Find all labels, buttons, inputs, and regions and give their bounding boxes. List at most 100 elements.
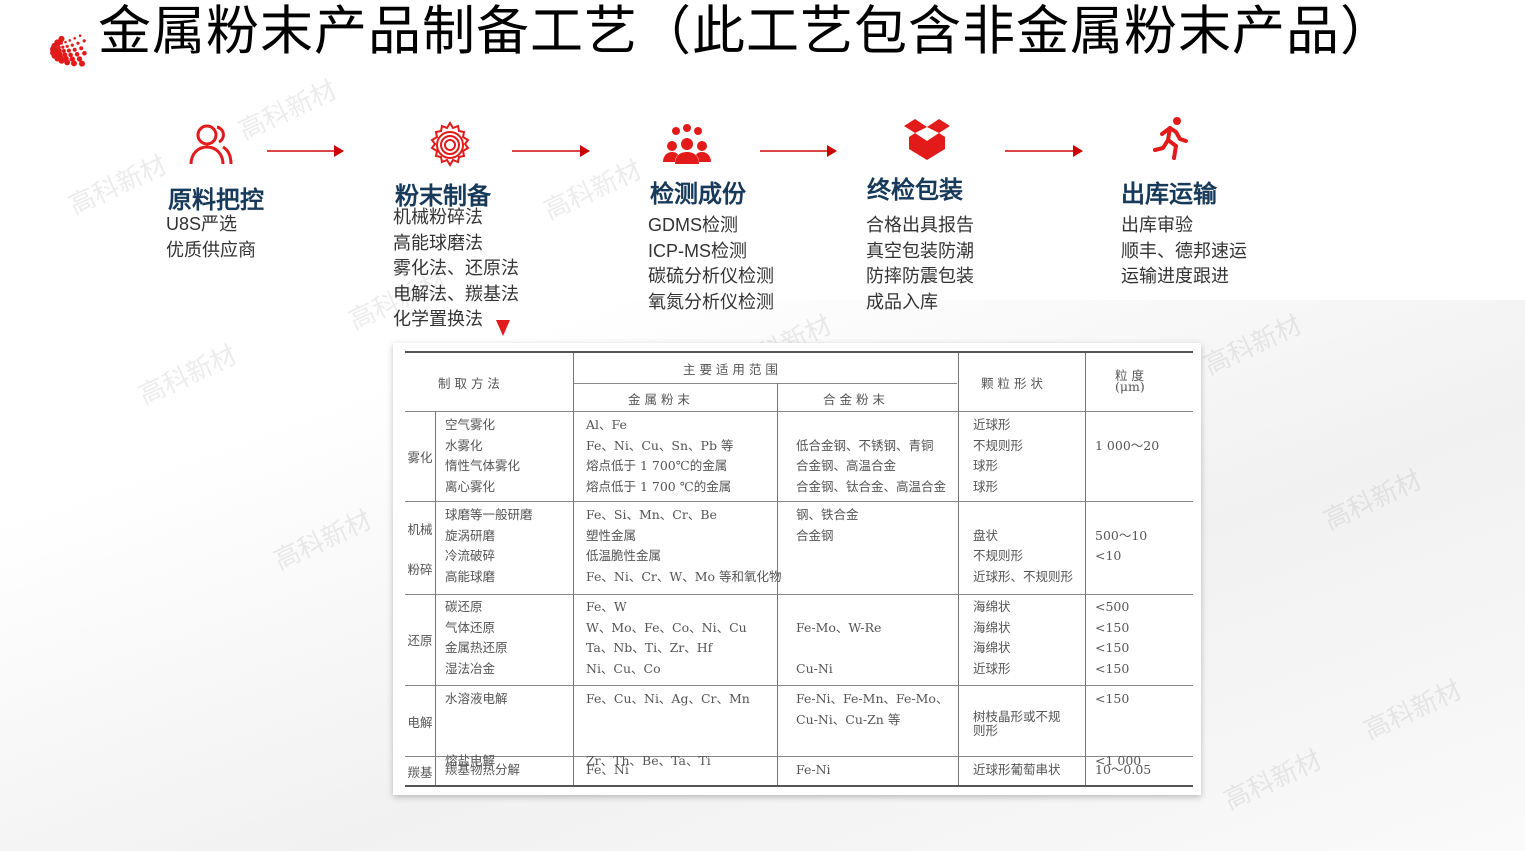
cell-line: 低温脆性金属 (586, 548, 662, 564)
watermark: 高科新材 (234, 74, 342, 146)
row-group-label: 机械粉碎 (407, 521, 433, 577)
cell-line: Cu-Ni (796, 660, 833, 676)
cell-line: 球形 (973, 478, 999, 494)
page-title: 金属粉末产品制备工艺（此工艺包含非金属粉末产品） (98, 1, 1394, 62)
cell-metals: Fe、Si、Mn、Cr、Be 塑性金属低温脆性金属 Fe、Ni、Cr、W、Mo 等和… (586, 505, 782, 587)
watermark: 高科新材 (539, 154, 647, 226)
cell-line: Fe、W (586, 599, 627, 614)
arrow-right-icon (760, 145, 837, 157)
cell-line: 水雾化 (445, 437, 483, 453)
cell-line: 近球形葡萄串状 (973, 762, 1061, 777)
step-detail-line: 电解法、羰基法 (393, 283, 519, 304)
runner-icon (1147, 114, 1197, 164)
cell-line: Fe-Ni、Fe-Mn、Fe-Mo、 (796, 691, 949, 706)
cell-line: W、Mo、Fe、Co、Ni、Cu (586, 619, 747, 635)
cell-line: 钢、铁合金 (796, 507, 859, 522)
cell-sizes: 10～0.05 (1095, 760, 1151, 781)
header-size-unit: (μm) (1115, 379, 1145, 394)
cell-alloys: Fe-Ni (796, 760, 831, 781)
cell-line (973, 689, 1063, 710)
step-details: GDMS检测 ICP-MS检测 碳硫分析仪检测 氧氮分析仪检测 (648, 213, 774, 315)
users-icon (187, 120, 237, 170)
cell-line: 近球形 (973, 660, 1011, 676)
cell-line (796, 597, 881, 618)
cell-line: <150 (1095, 691, 1130, 706)
cell-line: Al、Fe (586, 417, 627, 432)
header-alloy: 合 金 粉 末 (823, 392, 885, 407)
cell-line: 盘状 (973, 527, 999, 543)
cell-shapes: 盘状 不规则形 近球形、不规则形 (973, 505, 1073, 587)
step-details: 出库审验 顺丰、德邦速运 运输进度跟进 (1121, 213, 1247, 290)
row-group-label: 羰基 (407, 764, 433, 780)
cell-line (1095, 477, 1159, 498)
cell-line: Fe、Ni、Cu、Sn、Pb 等 (586, 437, 734, 453)
cell-line: 海绵状 (973, 619, 1011, 635)
step-detail-line: 成品入库 (866, 291, 938, 312)
cell-methods: 羰基物热分解 (445, 760, 520, 781)
cell-line: 金属热还原 (445, 640, 508, 656)
cell-line (1095, 415, 1159, 436)
cell-line: 惰性气体雾化 (445, 458, 521, 474)
step-details: U8S严选 优质供应商 (166, 212, 256, 263)
cell-line: Fe、Si、Mn、Cr、Be (586, 507, 717, 522)
header-size: 粒 度 (1115, 368, 1144, 383)
cell-line: 10～0.05 (1095, 762, 1152, 777)
cell-line: 不规则形 (973, 548, 1024, 564)
step-detail-line: 顺丰、德邦速运 (1121, 240, 1247, 261)
cell-line: 气体还原 (445, 619, 496, 635)
cell-line: 熔盐电解 (445, 752, 496, 768)
cell-line: 低合金钢、不锈钢、青铜 (796, 437, 934, 453)
step-heading: 原料把控 (168, 187, 264, 214)
cell-sizes: 500～10 <10 (1095, 505, 1147, 587)
step-heading: 检测成份 (650, 181, 746, 208)
cell-line: 羰基物热分解 (445, 762, 521, 777)
cell-line: 离心雾化 (445, 478, 496, 494)
cell-line: 1 000～20 (1095, 437, 1160, 453)
step-heading: 终检包装 (867, 177, 963, 204)
step-detail-line: 运输进度跟进 (1121, 266, 1229, 286)
cell-line: 水溶液电解 (445, 691, 508, 706)
cell-line (1095, 567, 1147, 588)
row-group-label: 雾化 (407, 450, 433, 465)
cell-line (1095, 505, 1147, 526)
step-heading: 粉末制备 (395, 183, 491, 210)
cell-line: 合金钢、钛合金、高温合金 (796, 478, 947, 494)
cell-line (796, 567, 859, 588)
step-detail-line: GDMS检测 (648, 215, 738, 235)
header-scope: 主 要 适 用 范 围 (683, 362, 778, 377)
cell-sizes: <150 <1 000 (1095, 689, 1141, 771)
step-detail-line: 真空包装防潮 (866, 240, 974, 261)
step-detail-line: ICP-MS检测 (648, 240, 747, 261)
cell-line: Zr、Th、Be、Ta、Ti (586, 752, 711, 768)
cell-line: Cu-Ni、Cu-Zn 等 (796, 711, 901, 727)
cell-line: 空气雾化 (445, 417, 496, 432)
row-group-label: 电解 (407, 714, 433, 730)
cell-methods: 水溶液电解 熔盐电解 (445, 689, 508, 771)
cell-line: 球形 (973, 458, 999, 474)
cell-metals: Fe、Ni (586, 760, 629, 781)
cell-shapes: 近球形 不规则形 球形 球形 (973, 415, 1023, 497)
cell-line: <150 (1095, 640, 1130, 656)
step-detail-line: 优质供应商 (166, 239, 256, 260)
cell-line: 碳还原 (445, 599, 483, 614)
arrow-right-icon (512, 145, 590, 157)
cell-line: Ni、Cu、Co (586, 660, 661, 676)
cell-metals: Al、Fe Fe、Ni、Cu、Sn、Pb 等熔点低于 1 700℃的金属 熔点低于 … (586, 415, 733, 497)
cell-line: Fe、Ni、Cr、W、Mo 等和氧化物 (586, 568, 782, 584)
cell-line: 树枝晶形或不规则形 (973, 708, 1061, 738)
cell-methods: 碳还原 气体还原 金属热还原 湿法冶金 (445, 597, 508, 679)
powder-methods-table: 制 取 方 法 主 要 适 用 范 围 金 属 粉 末 合 金 粉 末 颗 粒 … (393, 343, 1201, 795)
cell-line: 熔点低于 1 700℃的金属 (586, 458, 728, 474)
row-group-label: 还原 (407, 633, 433, 648)
cell-alloys: 钢、铁合金 合金钢 (796, 505, 859, 587)
cell-alloys: 低合金钢、不锈钢、青铜 合金钢、高温合金合金钢、钛合金、高温合金 (796, 415, 946, 497)
cell-line: 合金钢、高温合金 (796, 458, 897, 474)
cell-line: 塑性金属 (586, 527, 637, 543)
cell-line: Fe、Cu、Ni、Ag、Cr、Mn (586, 691, 750, 706)
gear-icon (425, 120, 475, 170)
cell-shapes: 树枝晶形或不规则形 (973, 689, 1063, 771)
header-metal: 金 属 粉 末 (628, 392, 690, 407)
arrow-right-icon (1005, 145, 1083, 157)
cell-line: 近球形 (973, 417, 1011, 432)
step-detail-line: 高能球磨法 (393, 232, 483, 253)
